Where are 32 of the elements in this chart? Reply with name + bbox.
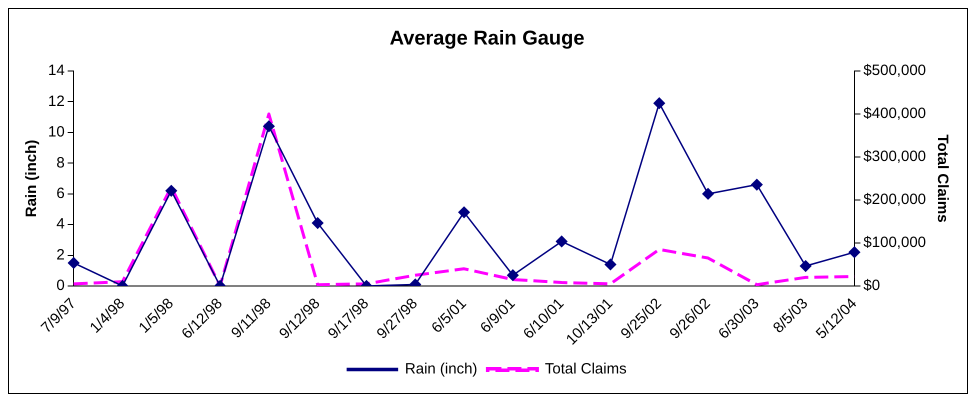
point [654,98,665,109]
y-tick-label: 8 [56,154,65,172]
y2-tick-label: $500,000 [863,62,926,80]
point [263,120,275,132]
legend-label: Total Claims [544,360,627,378]
point [556,236,568,248]
point [604,258,616,270]
y2-tick-label: $400,000 [863,105,926,122]
point [458,206,470,218]
point [68,257,80,269]
y-tick-label: 6 [56,184,65,202]
y-tick-label: 0 [56,277,65,294]
point [507,269,519,281]
y-tick-label: 4 [56,216,65,233]
point [751,178,763,190]
y-tick-label: 14 [48,62,65,80]
y-tick-label: 12 [48,92,65,110]
y2-axis-title: Total Claims [934,134,951,223]
point [800,260,812,272]
point [702,188,714,200]
y2-tick-label: $300,000 [863,148,926,166]
legend-label: Rain (inch) [404,360,478,378]
point [848,246,860,258]
y2-tick-label: $100,000 [863,234,926,252]
y-tick-label: 10 [48,124,65,141]
chart-title: Average Rain Gauge [390,28,584,50]
y2-tick-label: $0 [863,277,880,294]
y-axis-title: Rain (inch) [23,140,40,218]
point [312,217,324,229]
point [166,185,178,197]
y-tick-label: 2 [56,246,65,264]
y2-tick-label: $200,000 [863,191,926,208]
